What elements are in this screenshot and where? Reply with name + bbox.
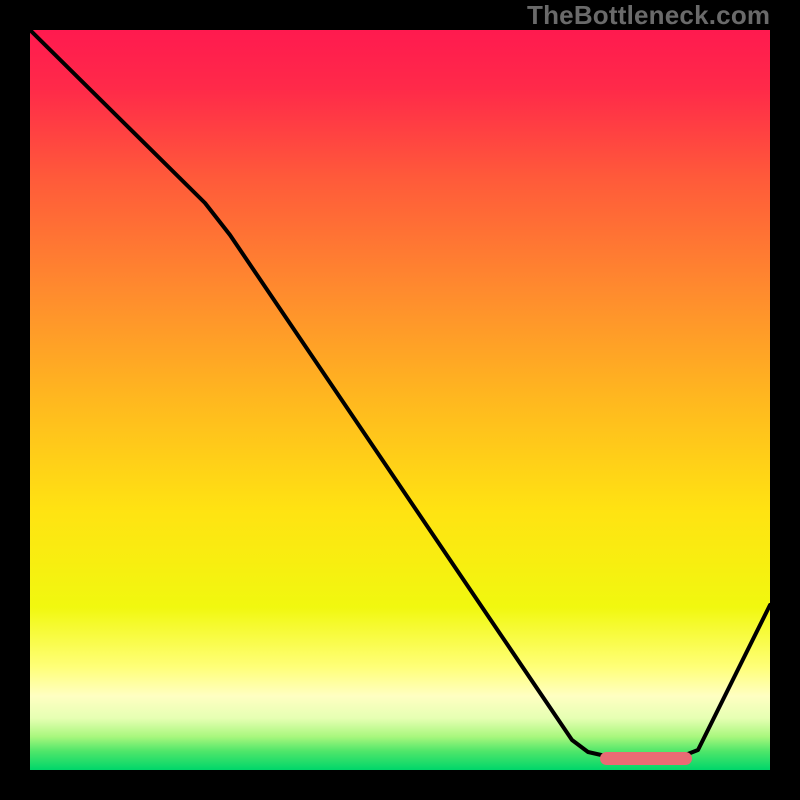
plot-area [30, 30, 770, 770]
watermark-text: TheBottleneck.com [527, 0, 770, 31]
optimum-marker-bar [600, 752, 692, 765]
curve-polyline [30, 30, 770, 757]
bottleneck-curve [30, 30, 770, 770]
